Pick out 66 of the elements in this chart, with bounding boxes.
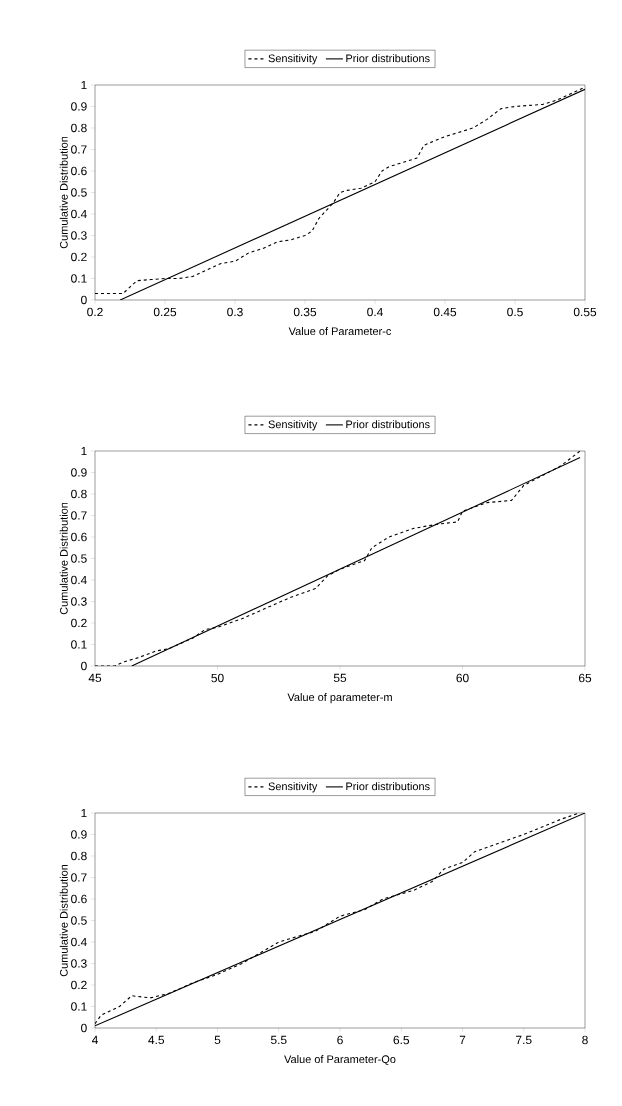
y-tick-label: 0.8 — [71, 489, 87, 499]
y-tick-label: 0.7 — [71, 145, 87, 154]
x-tick-label: 50 — [211, 673, 224, 683]
x-tick-label: 60 — [456, 673, 469, 683]
y-tick-label: 0.1 — [71, 274, 87, 283]
y-tick-label: 0 — [81, 295, 87, 305]
x-tick-label: 6.5 — [393, 1035, 410, 1045]
x-tick-label: 0.25 — [153, 307, 177, 317]
x-tick-label: 5.5 — [270, 1035, 287, 1045]
y-tick-label: 0.9 — [71, 102, 87, 111]
y-tick-label: 1 — [81, 80, 87, 90]
x-tick-label: 0.5 — [507, 307, 523, 317]
y-axis-title: Cumulative Distribution — [59, 502, 68, 615]
y-axis-title: Cumulative Distribution — [59, 864, 68, 977]
y-tick-label: 0.5 — [71, 554, 87, 563]
x-axis-title: Value of parameter-m — [287, 693, 392, 704]
x-tick-label: 7 — [459, 1035, 466, 1044]
y-tick-label: 0.4 — [71, 575, 87, 585]
x-tick-label: 8 — [582, 1035, 588, 1045]
y-tick-label: 0.4 — [71, 937, 87, 947]
x-tick-label: 6 — [337, 1035, 343, 1045]
x-tick-label: 55 — [333, 673, 347, 683]
y-tick-label: 0.8 — [71, 851, 87, 861]
x-tick-label: 0.4 — [367, 307, 383, 317]
y-tick-label: 0.2 — [71, 980, 87, 990]
y-tick-label: 0.3 — [71, 959, 87, 968]
legend-label: Prior distributions — [346, 782, 430, 791]
y-tick-label: 1 — [81, 446, 87, 456]
y-tick-label: 0.9 — [71, 468, 87, 477]
y-tick-label: 0 — [81, 661, 87, 671]
x-tick-label: 0.55 — [573, 307, 597, 317]
y-tick-label: 0.1 — [71, 640, 87, 649]
legend-label: Sensitivity — [268, 54, 318, 65]
y-tick-label: 0.8 — [71, 123, 87, 133]
y-tick-label: 0.1 — [71, 1002, 87, 1011]
x-tick-label: 7.5 — [516, 1035, 532, 1045]
x-tick-label: 45 — [88, 673, 102, 683]
x-axis-title: Value of Parameter-Qo — [284, 1055, 396, 1066]
y-tick-label: 0.6 — [71, 894, 87, 904]
x-tick-label: 0.35 — [293, 307, 317, 317]
y-tick-label: 0.7 — [71, 873, 87, 882]
x-tick-label: 5 — [214, 1035, 221, 1045]
legend-label: Prior distributions — [346, 54, 430, 63]
x-tick-label: 0.3 — [227, 307, 243, 317]
x-tick-label: 65 — [578, 673, 592, 683]
y-tick-label: 0.6 — [71, 532, 87, 542]
x-tick-label: 4 — [91, 1035, 98, 1044]
x-tick-label: 4.5 — [148, 1035, 165, 1045]
y-tick-label: 0.9 — [71, 830, 87, 839]
x-tick-label: 0.45 — [433, 307, 457, 317]
y-tick-label: 0.3 — [71, 597, 87, 606]
legend-label: Prior distributions — [346, 420, 430, 429]
y-tick-label: 0.4 — [71, 209, 87, 219]
y-tick-label: 0.3 — [71, 231, 87, 240]
y-tick-label: 0.5 — [71, 916, 87, 925]
y-tick-label: 0 — [81, 1023, 87, 1033]
y-axis-title: Cumulative Distribution — [59, 136, 68, 249]
legend-label: Sensitivity — [268, 782, 318, 793]
y-tick-label: 0.7 — [71, 511, 87, 520]
y-tick-label: 0.2 — [71, 252, 87, 262]
y-tick-label: 0.2 — [71, 618, 87, 628]
y-tick-label: 0.6 — [71, 166, 87, 176]
x-axis-title: Value of Parameter-c — [288, 327, 392, 336]
y-tick-label: 1 — [81, 808, 87, 818]
legend-label: Sensitivity — [268, 420, 318, 431]
y-tick-label: 0.5 — [71, 188, 87, 197]
